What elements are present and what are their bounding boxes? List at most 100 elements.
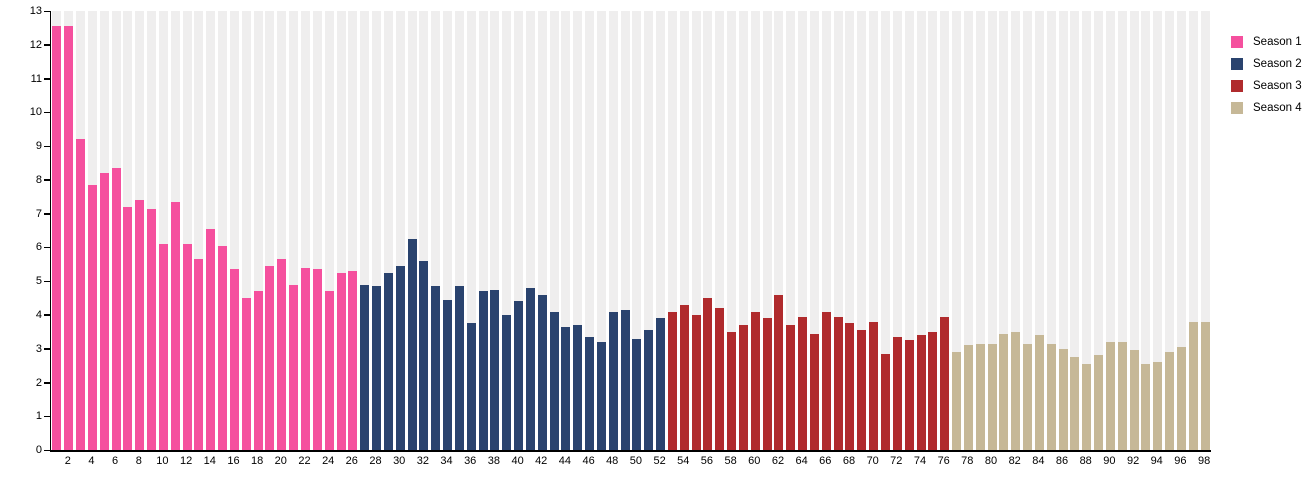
bg-stripe <box>691 11 701 450</box>
bg-stripe <box>573 11 583 450</box>
bar <box>147 208 157 450</box>
bar <box>715 308 725 450</box>
bg-stripe <box>490 11 500 450</box>
bg-stripe <box>324 11 334 450</box>
bar <box>1082 363 1092 450</box>
x-axis-label: 26 <box>345 455 358 467</box>
bar <box>466 323 476 450</box>
bg-stripe <box>431 11 441 450</box>
y-tick <box>43 280 50 283</box>
y-axis-label: 4 <box>35 308 42 321</box>
bar <box>324 291 334 450</box>
bg-stripe <box>383 11 393 450</box>
bg-stripe <box>1011 11 1021 450</box>
x-axis-label: 36 <box>464 455 477 467</box>
bar <box>1176 347 1186 450</box>
bar <box>585 336 595 450</box>
bg-stripe <box>1188 11 1198 450</box>
bg-stripe <box>1129 11 1139 450</box>
y-axis-label: 1 <box>35 410 42 423</box>
x-axis-label: 72 <box>890 455 903 467</box>
bar <box>64 26 74 450</box>
bar <box>1129 350 1139 450</box>
bar <box>821 311 831 450</box>
x-axis-label: 58 <box>724 455 737 467</box>
bg-stripe <box>1105 11 1115 450</box>
x-axis-label: 30 <box>393 455 406 467</box>
bg-stripe <box>667 11 677 450</box>
legend-swatch <box>1231 80 1243 92</box>
y-axis-label: 5 <box>35 275 42 288</box>
x-axis-label: 50 <box>629 455 643 467</box>
bar <box>407 238 417 450</box>
y-axis-label: 6 <box>35 241 42 254</box>
bg-stripe <box>312 11 322 450</box>
bg-stripe <box>999 11 1009 450</box>
bg-stripe <box>1153 11 1163 450</box>
legend-swatch <box>1231 102 1243 114</box>
bar <box>573 325 583 450</box>
x-axis-label: 14 <box>203 455 216 467</box>
bar <box>750 311 760 450</box>
bg-stripe <box>1141 11 1151 450</box>
bar <box>644 330 654 450</box>
bar <box>1141 363 1151 450</box>
legend-item: Season 1 <box>1231 31 1302 53</box>
x-axis-label: 54 <box>677 455 690 467</box>
bg-stripe <box>182 11 192 450</box>
bar <box>1153 362 1163 450</box>
bar <box>360 284 370 450</box>
y-axis-label: 0 <box>35 444 42 456</box>
x-axis-label: 96 <box>1174 455 1187 467</box>
bar <box>289 284 299 450</box>
legend-item: Season 2 <box>1231 53 1302 75</box>
x-axis-label: 38 <box>487 455 501 467</box>
bg-stripe <box>253 11 263 450</box>
bg-stripe <box>916 11 926 450</box>
bg-stripe <box>348 11 358 450</box>
bg-stripe <box>727 11 737 450</box>
bar <box>419 260 429 450</box>
x-axis-label: 4 <box>88 455 95 467</box>
bar <box>265 266 275 450</box>
x-axis-label: 44 <box>558 455 572 467</box>
bg-stripe <box>466 11 476 450</box>
bar <box>1034 335 1044 450</box>
y-tick <box>43 44 50 46</box>
bg-stripe <box>1058 11 1068 450</box>
bar <box>987 343 997 450</box>
bar <box>1117 341 1127 450</box>
x-axis-label: 32 <box>416 455 430 467</box>
legend-item: Season 4 <box>1231 97 1302 119</box>
bg-stripe <box>1034 11 1044 450</box>
bar <box>857 330 867 450</box>
x-axis-label: 16 <box>227 455 240 467</box>
bg-stripe <box>1046 11 1056 450</box>
bar <box>786 325 796 450</box>
bar <box>135 200 145 450</box>
x-axis-label: 90 <box>1103 455 1116 467</box>
y-axis-label: 12 <box>29 38 42 51</box>
bar <box>383 272 393 450</box>
bar <box>809 333 819 450</box>
y-axis-label: 11 <box>30 72 42 85</box>
bg-stripe <box>1200 11 1210 450</box>
bar <box>691 314 701 450</box>
bg-stripe <box>963 11 973 450</box>
bar <box>561 326 571 450</box>
bg-stripe <box>561 11 571 450</box>
x-axis-label: 2 <box>64 455 71 467</box>
bar <box>1188 321 1198 450</box>
bar <box>963 345 973 450</box>
x-axis-label: 6 <box>112 455 119 467</box>
bar <box>372 286 381 450</box>
bg-stripe <box>478 11 488 450</box>
bar <box>904 340 914 450</box>
bg-stripe <box>537 11 547 450</box>
bar <box>762 318 772 450</box>
bar <box>537 294 547 450</box>
bar <box>99 173 109 450</box>
bar <box>52 26 62 450</box>
bg-stripe <box>774 11 784 450</box>
bar <box>833 316 843 450</box>
